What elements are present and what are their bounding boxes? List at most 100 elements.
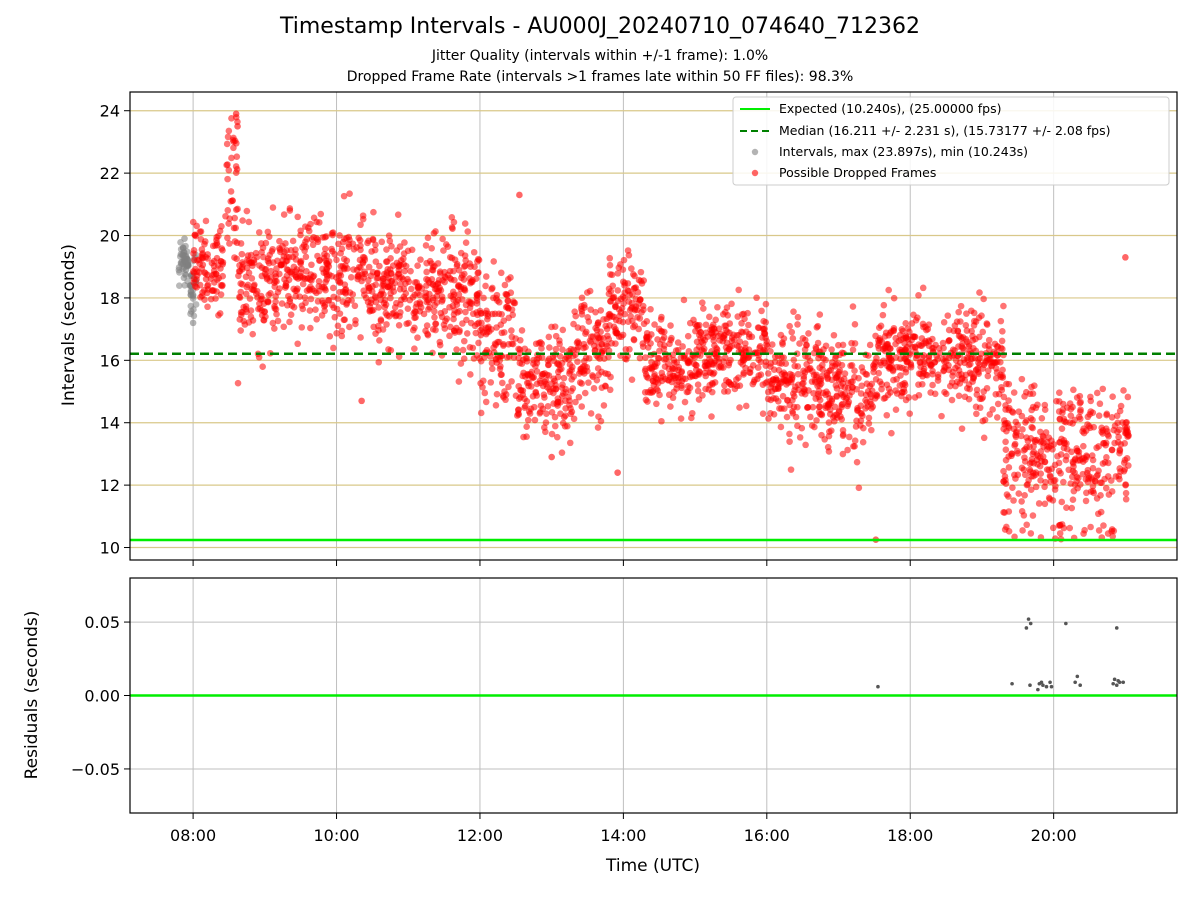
dropped-frame-point	[602, 341, 610, 348]
dropped-frame-point	[533, 380, 541, 388]
dropped-frame-point	[948, 396, 956, 404]
dropped-frame-point	[544, 403, 552, 410]
dropped-frame-point	[417, 304, 425, 311]
dropped-frame-point	[244, 256, 251, 263]
dropped-frame-point	[1010, 497, 1017, 504]
dropped-frame-point	[675, 366, 682, 374]
dropped-frame-point	[524, 416, 532, 424]
dropped-frame-point	[849, 346, 857, 354]
dropped-frame-point	[628, 265, 635, 272]
dropped-frame-point	[631, 306, 639, 314]
dropped-frame-point	[365, 263, 373, 271]
dropped-frame-point	[237, 240, 245, 247]
dropped-frame-point	[249, 317, 257, 324]
dropped-frame-point	[488, 365, 496, 373]
dropped-frame-point	[309, 241, 317, 249]
dropped-frame-point	[550, 357, 558, 365]
dropped-frame-point	[562, 385, 569, 393]
dropped-frame-point	[789, 409, 797, 417]
dropped-frame-point	[1124, 393, 1132, 401]
dropped-frame-point	[927, 389, 934, 396]
dropped-frame-point	[544, 384, 551, 391]
dropped-frame-point	[194, 257, 201, 264]
dropped-frame-point	[440, 247, 447, 254]
dropped-frame-point	[464, 228, 472, 235]
dropped-frame-point	[896, 331, 904, 339]
dropped-frame-point	[852, 423, 860, 430]
dropped-frame-point	[786, 370, 794, 378]
dropped-frame-point	[359, 253, 367, 261]
dropped-frame-point	[1011, 533, 1018, 541]
dropped-frame-point	[993, 343, 1001, 350]
dropped-frame-point	[887, 329, 894, 337]
dropped-frame-point	[985, 336, 993, 344]
dropped-frame-point	[460, 337, 468, 345]
dropped-frame-point	[308, 235, 316, 243]
dropped-frame-point	[776, 359, 783, 367]
dropped-frame-point	[1087, 393, 1094, 401]
dropped-frame-point	[303, 287, 311, 294]
dropped-frame-point	[530, 403, 538, 411]
x-tick-label: 08:00	[170, 826, 216, 845]
dropped-frame-point	[339, 288, 347, 296]
dropped-frame-point	[915, 381, 922, 388]
dropped-frame-point	[669, 372, 677, 379]
dropped-frame-point	[897, 372, 904, 379]
dropped-frame-point	[955, 308, 962, 316]
dropped-frame-point	[821, 436, 828, 443]
dropped-frame-point	[968, 370, 975, 378]
dropped-frame-point	[721, 382, 728, 389]
dropped-frame-point	[538, 345, 545, 352]
dropped-frame-point	[411, 279, 419, 286]
dropped-frame-point	[879, 311, 887, 319]
dropped-frame-point	[1066, 524, 1074, 532]
dropped-frame-point	[248, 275, 256, 282]
dropped-frame-point	[764, 342, 771, 350]
dropped-frame-point	[492, 295, 500, 302]
dropped-frame-point	[308, 261, 315, 269]
dropped-frame-point	[352, 317, 359, 324]
dropped-frame-point	[336, 232, 343, 239]
dropped-frame-point	[570, 346, 577, 354]
dropped-frame-point	[692, 366, 700, 374]
dropped-frame-point	[578, 294, 586, 302]
dropped-frame-point	[290, 304, 298, 311]
dropped-frame-point	[341, 316, 348, 323]
dropped-frame-point	[360, 287, 368, 294]
dropped-frame-point	[779, 392, 787, 400]
dropped-frame-point	[207, 295, 215, 303]
dropped-frame-point	[558, 449, 566, 456]
dropped-frame-point	[758, 307, 765, 315]
dropped-frame-point	[322, 278, 329, 286]
dropped-frame-point	[745, 346, 753, 353]
dropped-frame-point	[497, 269, 505, 277]
dropped-frame-point	[1080, 442, 1087, 450]
dropped-frame-point	[372, 281, 380, 289]
dropped-frame-point	[685, 359, 693, 367]
dropped-frame-point	[860, 424, 867, 432]
dropped-frame-point	[442, 274, 449, 281]
dropped-frame-point	[489, 310, 496, 318]
dropped-frame-point	[473, 352, 481, 359]
dropped-frame-point	[1070, 386, 1077, 394]
dropped-frame-point	[984, 372, 992, 380]
interval-point	[176, 269, 183, 276]
dropped-frame-point	[1073, 394, 1081, 401]
dropped-frame-point	[640, 306, 647, 314]
dropped-frame-point	[409, 294, 417, 301]
dropped-frame-point	[778, 354, 785, 361]
dropped-frame-point	[826, 428, 833, 436]
dropped-frame-point	[1027, 530, 1035, 537]
dropped-frame-point	[775, 366, 783, 374]
dropped-frame-point	[976, 289, 983, 296]
dropped-frame-point	[1018, 498, 1025, 505]
dropped-frame-point	[436, 338, 444, 346]
dropped-frame-point	[450, 315, 457, 323]
dropped-frame-point	[357, 221, 364, 229]
legend: Expected (10.240s), (25.00000 fps) Media…	[732, 96, 1170, 186]
dropped-frame-point	[524, 370, 531, 378]
dropped-frame-point	[227, 188, 235, 195]
dropped-frame-point	[208, 287, 216, 294]
dropped-frame-point	[614, 287, 622, 294]
dropped-frame-point	[972, 403, 980, 411]
